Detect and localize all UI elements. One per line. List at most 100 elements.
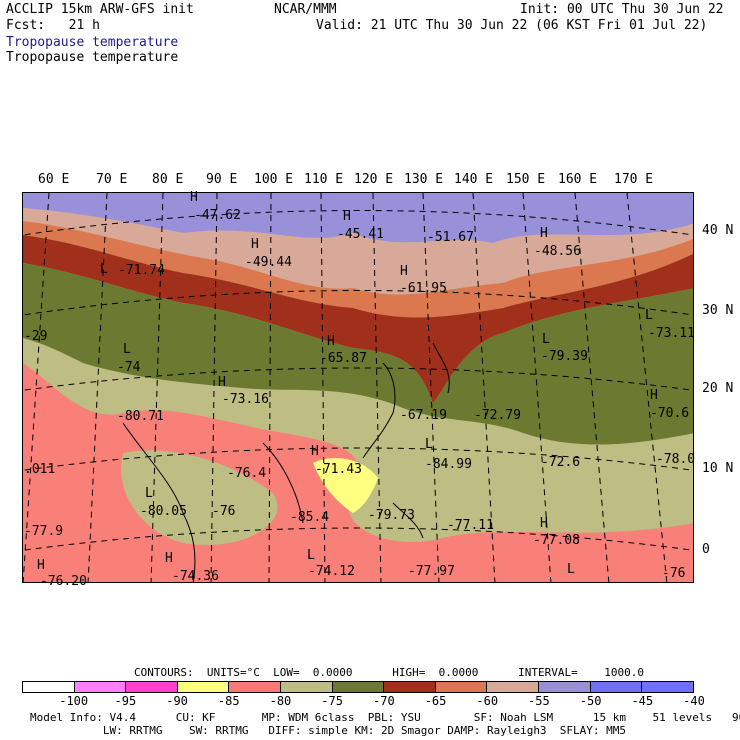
field-title-shaded: Tropopause temperature: [6, 35, 179, 50]
colorbar-tick-label: -80: [269, 694, 292, 708]
forecast-hour: Fcst: 21 h: [6, 18, 100, 33]
colorbar-tick-label: -60: [476, 694, 499, 708]
min-max-value: -51.67: [427, 230, 474, 245]
tropopause-map: [23, 193, 693, 582]
min-max-value: -77.11: [447, 518, 494, 533]
colorbar-swatch: [23, 682, 75, 692]
colorbar-swatch: [539, 682, 591, 692]
lat-label: 10 N: [702, 461, 734, 476]
min-max-value: -79.73: [368, 508, 415, 523]
colorbar-tick-label: °C: [738, 694, 740, 708]
min-max-value: -47.62: [194, 208, 241, 223]
colorbar-swatch: [384, 682, 436, 692]
low-marker: L: [542, 332, 550, 347]
colorbar-swatch: [590, 682, 643, 692]
lon-label: 70 E: [96, 172, 128, 187]
min-max-value: -71.43: [315, 462, 362, 477]
min-max-value: -77.9: [24, 524, 64, 539]
high-marker: H: [650, 388, 658, 403]
min-max-value: -76: [662, 566, 686, 581]
colorbar-swatch: [281, 682, 333, 692]
min-max-value: -65.87: [320, 351, 367, 366]
min-max-value: -29: [24, 329, 48, 344]
band-khaki-patch: [121, 450, 278, 545]
colorbar-tick-label: -65: [424, 694, 447, 708]
min-max-value: -73.11: [648, 326, 695, 341]
coastlines: [122, 342, 450, 582]
model-info: Model Info: V4.4 CU: KF MP: WDM 6class P…: [30, 711, 740, 724]
colorbar-tick-label: -70: [373, 694, 395, 708]
colorbar: [22, 681, 694, 693]
low-marker: L: [425, 437, 433, 452]
colorbar-swatch: [332, 682, 385, 692]
min-max-value: -73.16: [222, 392, 269, 407]
colorbar-swatch: [74, 682, 127, 692]
min-max-value: -79.39: [541, 349, 588, 364]
min-max-value: -80.05: [140, 504, 187, 519]
high-marker: H: [218, 375, 226, 390]
min-max-value: -76.4: [227, 466, 267, 481]
high-marker: H: [400, 264, 408, 279]
high-marker: H: [165, 551, 173, 566]
min-max-value: -61.95: [400, 281, 447, 296]
colorbar-tick-label: -90: [166, 694, 188, 708]
physics-info: LW: RRTMG SW: RRTMG DIFF: simple KM: 2D …: [30, 724, 627, 737]
min-max-value: -77.97: [408, 564, 455, 579]
init-time: Init: 00 UTC Thu 30 Jun 22: [520, 2, 724, 17]
valid-time: Valid: 21 UTC Thu 30 Jun 22 (06 KST Fri …: [316, 18, 708, 33]
high-marker: H: [540, 226, 548, 241]
lon-label: 100 E: [254, 172, 294, 187]
field-title-contour: Tropopause temperature: [6, 50, 179, 65]
lat-label: 40 N: [702, 223, 734, 238]
low-marker: L: [567, 562, 575, 577]
band-pink: [23, 208, 693, 295]
map-panel: [22, 192, 694, 583]
colorbar-tick-label: -95: [114, 694, 137, 708]
min-max-value: -49.44: [245, 255, 292, 270]
lon-label: 60 E: [38, 172, 70, 187]
colorbar-tick-label: -100: [59, 694, 89, 708]
high-marker: H: [311, 444, 319, 459]
graticule: [23, 193, 693, 582]
lat-label: 30 N: [702, 303, 734, 318]
colorbar-tick-label: -85: [217, 694, 240, 708]
model-title: ACCLIP 15km ARW-GFS init: [6, 2, 194, 17]
lon-label: 150 E: [506, 172, 546, 187]
high-marker: H: [37, 558, 45, 573]
colorbar-swatch: [177, 682, 230, 692]
colorbar-swatch: [435, 682, 488, 692]
colorbar-tick-label: -55: [528, 694, 550, 708]
center-title: NCAR/MMM: [274, 2, 337, 17]
lon-label: 130 E: [404, 172, 444, 187]
colorbar-tick-label: -50: [579, 694, 602, 708]
min-max-value: -71.74: [118, 263, 165, 278]
contour-info: CONTOURS: UNITS=°C LOW= 0.0000 HIGH= 0.0…: [134, 666, 644, 679]
high-marker: H: [251, 237, 259, 252]
colorbar-tick-label: -45: [631, 694, 654, 708]
high-marker: H: [343, 209, 351, 224]
band-red: [23, 235, 693, 403]
lon-label: 90 E: [206, 172, 238, 187]
colorbar-swatch: [126, 682, 178, 692]
colorbar-swatch: [487, 682, 540, 692]
colorbar-tick-label: -40: [683, 694, 705, 708]
min-max-value: -72.79: [474, 408, 521, 423]
min-max-value: -67.19: [400, 408, 447, 423]
lon-label: 170 E: [614, 172, 654, 187]
band-yellow: [313, 458, 378, 513]
band-olive: [23, 263, 693, 445]
lon-label: 120 E: [354, 172, 394, 187]
colorbar-ticks: -100 -95 -90 -85 -80 -75 -70 -65 -60 -55 -50 -45 -40…: [22, 694, 740, 708]
band-orange: [23, 221, 693, 318]
high-marker: H: [327, 334, 335, 349]
min-max-value: -85.4: [290, 510, 330, 525]
lat-label: 0: [702, 542, 710, 557]
low-marker: L: [145, 486, 153, 501]
low-marker: L: [307, 548, 315, 563]
min-max-value: -72.6: [541, 455, 581, 470]
high-marker: H: [190, 190, 198, 205]
lat-label: 20 N: [702, 381, 734, 396]
min-max-value: -74.36: [172, 569, 219, 584]
low-marker: L: [100, 262, 108, 277]
colorbar-swatch: [642, 682, 693, 692]
